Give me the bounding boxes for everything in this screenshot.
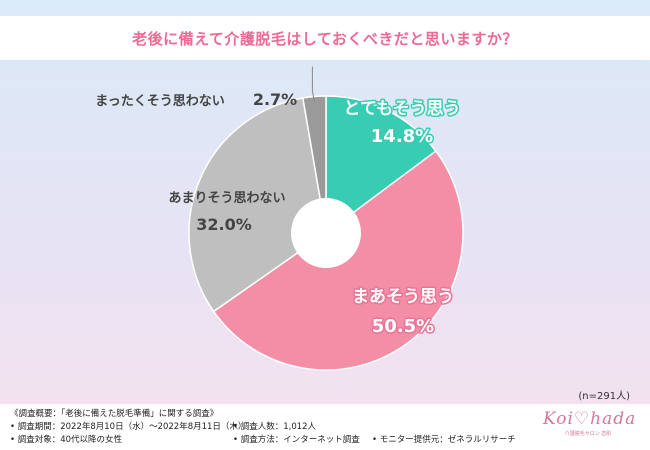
koihada-logo: Koi♡hada 介護脱毛サロン 恋肌 xyxy=(543,404,637,444)
survey-overview: 《調査概要：「老後に備えた脱毛準備」に関する調査》 xyxy=(10,409,219,419)
pie-slice-somewhat-disagree xyxy=(188,97,327,313)
donut-hole xyxy=(291,198,361,268)
value-somewhat-agree: 50.5% xyxy=(372,316,434,337)
chart-title: 老後に備えて介護脱毛はしておくべきだと思いますか？ xyxy=(0,16,650,60)
label-not-at-all: まったくそう思わない xyxy=(95,94,224,109)
logo-subtext: 介護脱毛サロン 恋肌 xyxy=(564,431,612,437)
value-very-much: 14.8% xyxy=(371,126,433,147)
survey-provider: • モニター提供元：ゼネラルリサーチ xyxy=(372,435,516,445)
survey-target: • 調査対象：40代以降の女性 xyxy=(10,435,123,445)
survey-footer: 《調査概要：「老後に備えた脱毛準備」に関する調査》 • 調査期間：2022年8月… xyxy=(0,404,650,450)
label-very-much: とてもそう思う xyxy=(343,99,460,119)
value-not-at-all: 2.7% xyxy=(253,90,297,109)
label-somewhat-agree: まあそう思う xyxy=(352,287,454,307)
leader-line-not-at-all xyxy=(311,66,315,103)
survey-people: • 調査人数：1,012人 xyxy=(233,422,317,432)
value-somewhat-disagree: 32.0% xyxy=(196,215,252,234)
logo-text: Koi♡hada xyxy=(543,409,637,429)
pie-slice-very-much xyxy=(325,95,437,235)
label-somewhat-disagree: あまりそう思わない xyxy=(168,191,285,206)
survey-period: • 調査期間：2022年8月10日（水）～2022年8月11日（木） xyxy=(10,422,247,432)
sample-size: (n=291人) xyxy=(578,391,630,402)
survey-method: • 調査方法：インターネット調査 xyxy=(233,435,360,445)
